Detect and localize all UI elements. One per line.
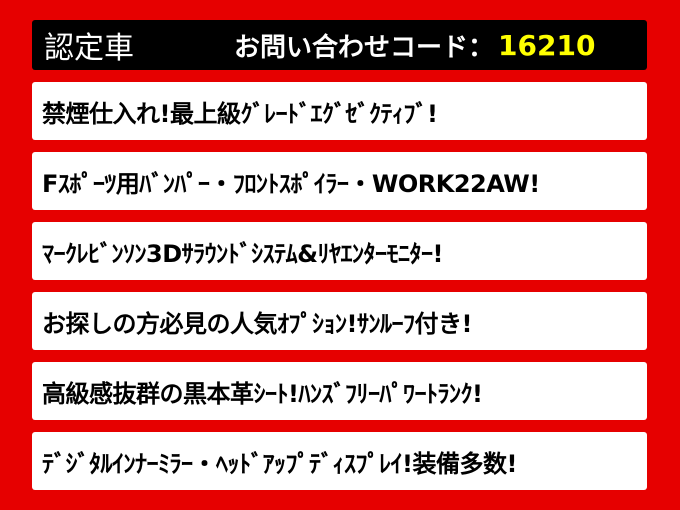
header-bar: 認定車 お問い合わせコード： 16210: [32, 20, 647, 70]
certified-car-label: 認定車: [44, 31, 134, 66]
inquiry-code-label: お問い合わせコード：: [234, 32, 495, 63]
feature-item: Fｽﾎﾟｰﾂ用ﾊﾞﾝﾊﾟｰ・ﾌﾛﾝﾄｽﾎﾟｲﾗｰ・WORK22AW!: [32, 152, 647, 210]
inquiry-code: 16210: [498, 28, 596, 62]
feature-item: 禁煙仕入れ!最上級ｸﾞﾚｰﾄﾞｴｸﾞｾﾞｸﾃｨﾌﾞ!: [32, 82, 647, 140]
feature-item: ﾏｰｸﾚﾋﾞﾝｿﾝ3Dｻﾗｳﾝﾄﾞｼｽﾃﾑ&ﾘﾔｴﾝﾀｰﾓﾆﾀｰ!: [32, 222, 647, 280]
feature-item: 高級感抜群の黒本革ｼｰﾄ!ﾊﾝｽﾞﾌﾘｰﾊﾟﾜｰﾄﾗﾝｸ!: [32, 362, 647, 420]
feature-item: お探しの方必見の人気ｵﾌﾟｼｮﾝ!ｻﾝﾙｰﾌ付き!: [32, 292, 647, 350]
feature-item: ﾃﾞｼﾞﾀﾙｲﾝﾅｰﾐﾗｰ・ﾍｯﾄﾞｱｯﾌﾟﾃﾞｨｽﾌﾟﾚｲ!装備多数!: [32, 432, 647, 490]
